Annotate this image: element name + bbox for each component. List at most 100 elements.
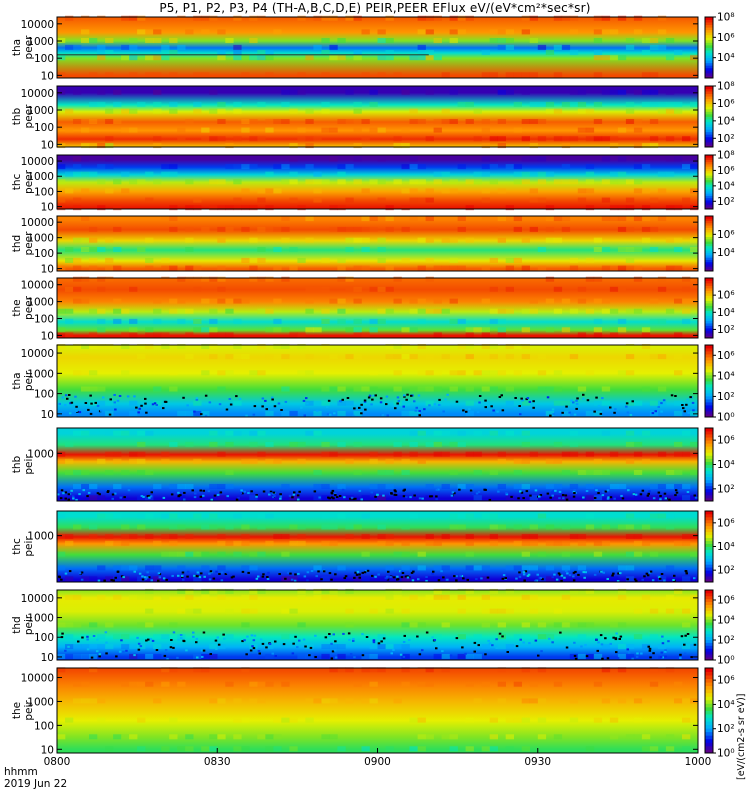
colorbar-tha-peir: 10⁰ 10² 10⁴ 10⁶ bbox=[704, 344, 735, 424]
panel-thd-peir: 10 100 1000 10000 thdpeir bbox=[11, 588, 699, 664]
y-tick-label: 1000 bbox=[27, 531, 54, 543]
y-tick-label: 100 bbox=[34, 720, 54, 732]
colorbar-the-peer: 10² 10⁴ 10⁶ bbox=[704, 277, 735, 339]
y-tick-label: 1000 bbox=[27, 36, 54, 48]
colorbar-tick-label: 10⁶ bbox=[717, 229, 735, 241]
y-tick-label: 1000 bbox=[27, 696, 54, 708]
y-tick-label: 10000 bbox=[21, 593, 54, 605]
y-tick-label: 10000 bbox=[21, 88, 54, 100]
y-tick-label: 100 bbox=[34, 632, 54, 644]
x-tick-label: 0930 bbox=[524, 756, 551, 768]
colorbar-tick-label: 10⁶ bbox=[717, 675, 735, 687]
panel-label: thepeer bbox=[11, 295, 35, 320]
colorbar-tick-label: 10² bbox=[717, 133, 735, 145]
panel-label: thepeir bbox=[11, 700, 35, 721]
colorbar-tick-label: 10⁴ bbox=[717, 115, 735, 127]
x-tick-label: 0830 bbox=[204, 756, 231, 768]
y-tick-label: 100 bbox=[34, 186, 54, 198]
spectrogram-thc-peir bbox=[57, 511, 698, 582]
y-tick-label: 1000 bbox=[27, 368, 54, 380]
y-tick-label: 10 bbox=[41, 330, 54, 342]
y-tick-label: 10000 bbox=[21, 217, 54, 229]
spectrogram-thb-peir bbox=[57, 428, 698, 501]
colorbar-tick-label: 10⁸ bbox=[717, 150, 735, 162]
colorbar-tick-label: 10² bbox=[717, 723, 735, 735]
colorbar-thd-peir: 10⁰ 10² 10⁴ 10⁶ bbox=[704, 589, 735, 667]
y-tick-label: 10 bbox=[41, 70, 54, 82]
y-tick-label: 10 bbox=[41, 744, 54, 756]
panel-thb-peer: 10 100 1000 10000 thbpeer bbox=[11, 85, 699, 151]
panel-label: thbpeer bbox=[11, 104, 35, 129]
chart-title: P5, P1, P2, P3, P4 (TH-A,B,C,D,E) PEIR,P… bbox=[159, 1, 591, 15]
panel-label: thbpeir bbox=[11, 454, 35, 475]
colorbar-tha-peer: 10⁴ 10⁶ 10⁸ bbox=[704, 12, 735, 79]
y-tick-label: 1000 bbox=[27, 448, 54, 460]
colorbar-tick-label: 10⁶ bbox=[717, 290, 735, 302]
colorbar-tick-label: 10² bbox=[717, 324, 735, 336]
x-tick-label: 0800 bbox=[44, 756, 71, 768]
colorbar-tick-label: 10⁶ bbox=[717, 98, 735, 110]
colorbar-thb-peir: 10² 10⁴ 10⁶ bbox=[704, 427, 735, 502]
x-tick-label: 1000 bbox=[685, 756, 712, 768]
y-tick-label: 10 bbox=[41, 264, 54, 276]
colorbar-tick-label: 10⁴ bbox=[717, 541, 735, 553]
time-axis-unit: hhmm bbox=[4, 766, 38, 778]
panel-tha-peir: 10 100 1000 10000 thapeir bbox=[11, 344, 699, 421]
y-tick-label: 10 bbox=[41, 652, 54, 664]
colorbar-tick-label: 10⁴ bbox=[717, 459, 735, 471]
colorbar-tick-label: 10⁴ bbox=[717, 52, 735, 64]
y-tick-label: 100 bbox=[34, 248, 54, 260]
colorbar-tick-label: 10⁶ bbox=[717, 350, 735, 362]
panel-label: thdpeer bbox=[11, 231, 35, 256]
panel-label: thcpeer bbox=[11, 169, 35, 194]
colorbar-thc-peir: 10² 10⁴ 10⁶ bbox=[704, 510, 735, 583]
colorbar-tick-label: 10⁴ bbox=[717, 615, 735, 627]
colorbar-the-peir: 10⁰ 10² 10⁴ 10⁶ bbox=[704, 667, 735, 760]
colorbar-tick-label: 10⁶ bbox=[717, 165, 735, 177]
y-tick-label: 1000 bbox=[27, 105, 54, 117]
panel-label: thapeir bbox=[11, 370, 35, 391]
panel-thd-peer: 10 100 1000 10000 thdpeer bbox=[11, 215, 699, 276]
y-tick-label: 1000 bbox=[27, 297, 54, 309]
colorbar-tick-label: 10⁸ bbox=[717, 12, 735, 24]
colorbar-thb-peer: 10² 10⁴ 10⁶ 10⁸ bbox=[704, 81, 735, 148]
colorbar-tick-label: 10² bbox=[717, 391, 735, 403]
panel-label: thapeer bbox=[11, 35, 35, 60]
y-tick-label: 10 bbox=[41, 202, 54, 214]
colorbar-tick-label: 10² bbox=[717, 483, 735, 495]
date-label: 2019 Jun 22 bbox=[4, 778, 68, 790]
y-tick-label: 10 bbox=[41, 139, 54, 151]
y-tick-label: 10000 bbox=[21, 280, 54, 292]
y-tick-label: 10000 bbox=[21, 348, 54, 360]
y-tick-label: 10000 bbox=[21, 156, 54, 168]
colorbar-tick-label: 10⁴ bbox=[717, 370, 735, 382]
colorbar-tick-label: 10⁶ bbox=[717, 517, 735, 529]
panel-label: thcpeir bbox=[11, 536, 35, 557]
y-tick-label: 10000 bbox=[21, 19, 54, 31]
y-tick-label: 100 bbox=[34, 389, 54, 401]
colorbar-tick-label: 10⁴ bbox=[717, 180, 735, 192]
colorbar-tick-label: 10² bbox=[717, 565, 735, 577]
spectrogram-the-peir bbox=[57, 668, 698, 753]
colorbar-tick-label: 10⁰ bbox=[717, 748, 735, 760]
panel-the-peir: 10 100 1000 10000 thepeir bbox=[11, 667, 699, 756]
colorbar-unit-label: [eV/(cm2-s sr eV)] bbox=[736, 693, 747, 780]
spectrogram-tha-peer bbox=[57, 17, 698, 78]
x-tick-label: 0900 bbox=[364, 756, 391, 768]
colorbar-tick-label: 10⁴ bbox=[717, 247, 735, 259]
y-tick-label: 1000 bbox=[27, 233, 54, 245]
colorbar-tick-label: 10⁴ bbox=[717, 307, 735, 319]
panel-label: thdpeir bbox=[11, 614, 35, 635]
colorbar-thd-peer: 10⁴ 10⁶ bbox=[704, 215, 735, 272]
colorbar-tick-label: 10⁸ bbox=[717, 81, 735, 93]
y-tick-label: 1000 bbox=[27, 613, 54, 625]
colorbar-tick-label: 10² bbox=[717, 196, 735, 208]
y-tick-label: 10000 bbox=[21, 673, 54, 685]
colorbar-tick-label: 10⁶ bbox=[717, 435, 735, 447]
spectrogram-tha-peir bbox=[57, 345, 698, 417]
colorbar-tick-label: 10⁰ bbox=[717, 412, 735, 424]
